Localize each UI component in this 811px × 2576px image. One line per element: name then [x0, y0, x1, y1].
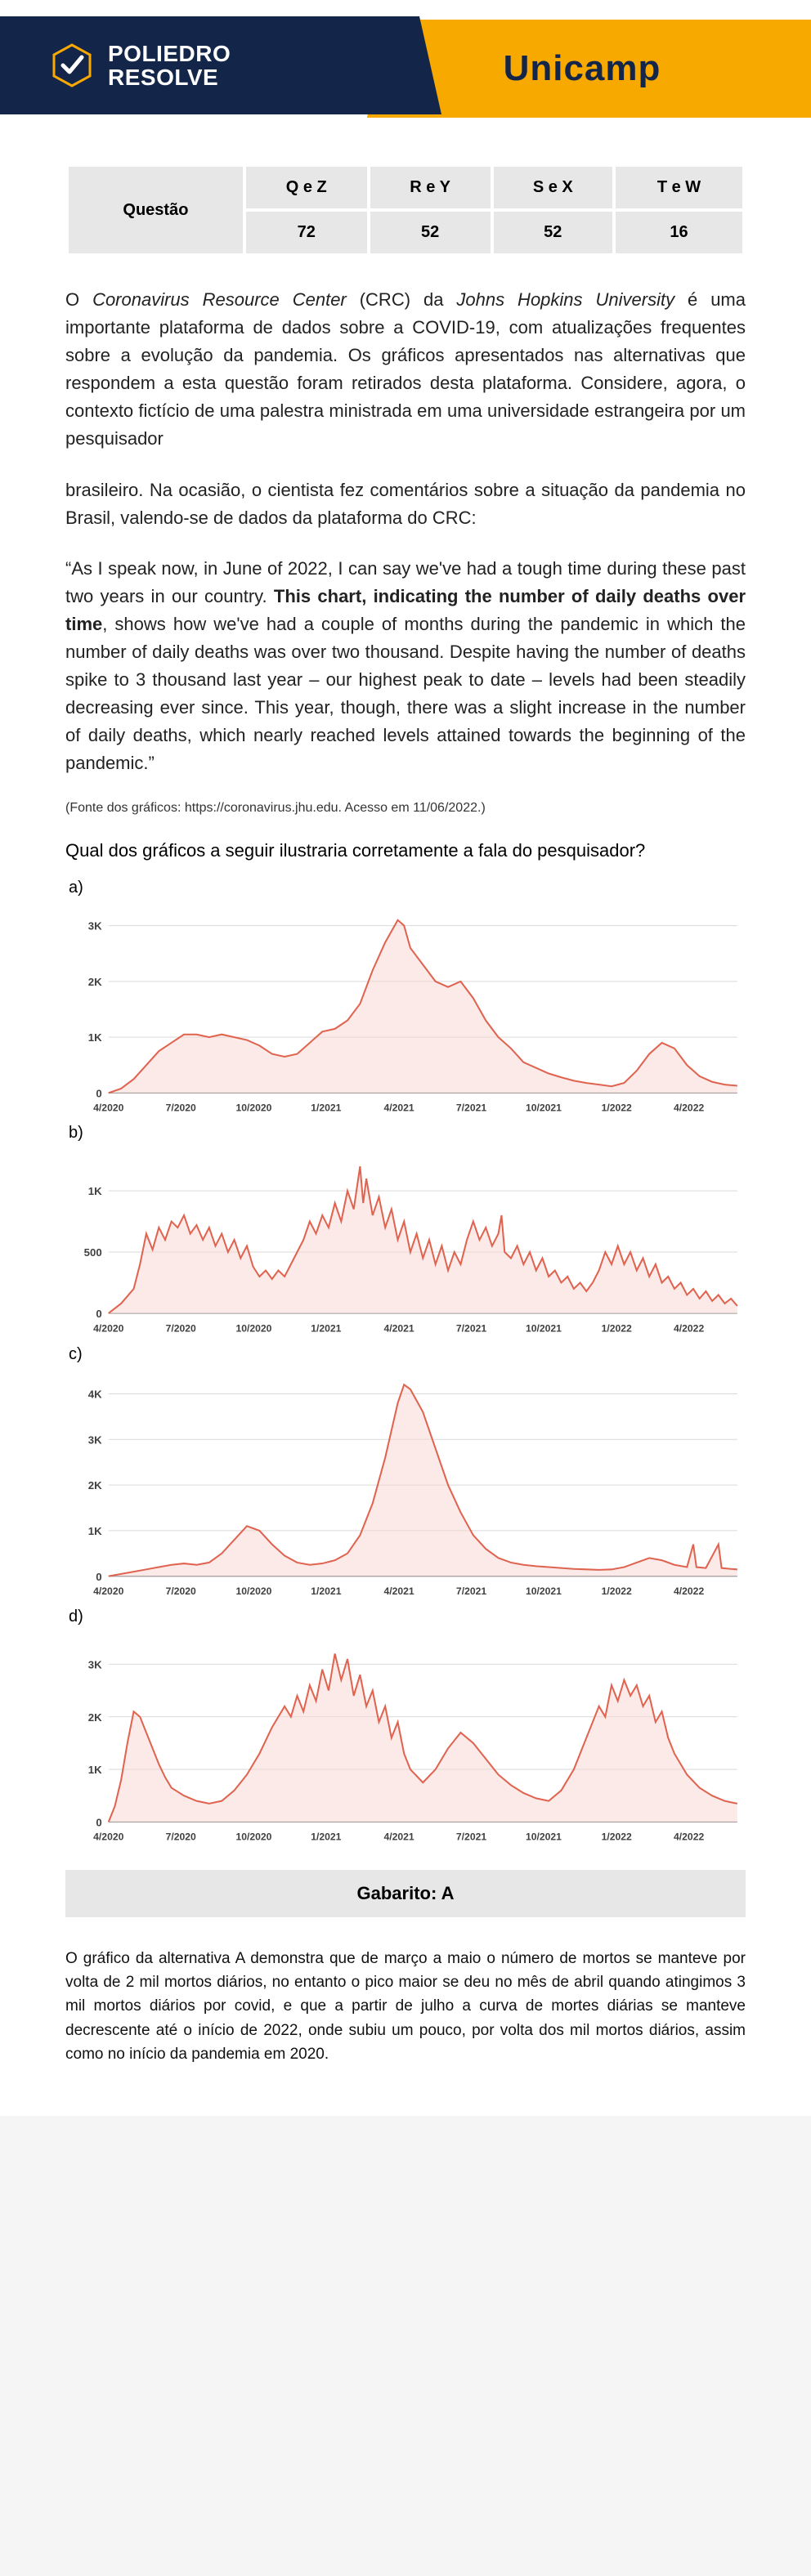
svg-text:1K: 1K — [88, 1764, 102, 1776]
svg-text:4/2020: 4/2020 — [93, 1585, 123, 1597]
svg-text:1K: 1K — [88, 1031, 102, 1044]
svg-text:10/2021: 10/2021 — [526, 1323, 562, 1335]
svg-text:0: 0 — [96, 1087, 101, 1099]
svg-text:1/2022: 1/2022 — [602, 1585, 632, 1597]
svg-text:10/2020: 10/2020 — [235, 1831, 271, 1842]
qtable-col: T e W — [614, 165, 744, 210]
source-line: (Fonte dos gráficos: https://coronavirus… — [65, 801, 746, 816]
svg-text:10/2021: 10/2021 — [526, 1831, 562, 1842]
svg-text:7/2021: 7/2021 — [456, 1831, 486, 1842]
svg-text:2K: 2K — [88, 1479, 102, 1491]
question-number-table: Questão Q e Z R e Y S e X T e W 72 52 52… — [65, 163, 746, 257]
svg-text:4/2020: 4/2020 — [93, 1102, 123, 1113]
qtable-col: S e X — [492, 165, 614, 210]
svg-text:4/2021: 4/2021 — [383, 1323, 414, 1335]
brand-text: POLIEDRO RESOLVE — [108, 42, 231, 90]
svg-text:4/2022: 4/2022 — [674, 1585, 704, 1597]
svg-text:7/2021: 7/2021 — [456, 1585, 486, 1597]
svg-text:3K: 3K — [88, 1433, 102, 1446]
svg-text:3K: 3K — [88, 1658, 102, 1670]
chart-d: 0 1K 2K 3K 4/2020 7/2020 10/2020 1/2021 4/2021 7/… — [65, 1630, 746, 1845]
svg-text:7/2020: 7/2020 — [166, 1102, 196, 1113]
question-text: Qual dos gráficos a seguir ilustraria co… — [65, 837, 746, 864]
svg-text:4/2022: 4/2022 — [674, 1102, 704, 1113]
chart-b: 0 500 1K 4/2020 7/2020 10/2020 1/2021 4/2021 7/2… — [65, 1146, 746, 1336]
svg-text:10/2021: 10/2021 — [526, 1102, 562, 1113]
option-label-d: d) — [69, 1608, 746, 1626]
qtable-val: 16 — [614, 210, 744, 255]
svg-text:1/2022: 1/2022 — [602, 1102, 632, 1113]
check-hex-icon — [49, 42, 95, 88]
brand-line2: RESOLVE — [108, 65, 231, 89]
chart-a: 0 1K 2K 3K 4/2020 7/2020 10/2020 1/2021 4/2021 7/… — [65, 901, 746, 1116]
svg-text:1/2022: 1/2022 — [602, 1831, 632, 1842]
university-name: Unicamp — [504, 48, 661, 89]
option-label-a: a) — [69, 879, 746, 897]
svg-text:0: 0 — [96, 1816, 101, 1828]
qtable-col: Q e Z — [244, 165, 369, 210]
header: POLIEDRO RESOLVE Unicamp — [0, 0, 811, 131]
option-label-c: c) — [69, 1345, 746, 1364]
qtable-val: 52 — [492, 210, 614, 255]
svg-text:4/2020: 4/2020 — [93, 1831, 123, 1842]
svg-text:1/2022: 1/2022 — [602, 1323, 632, 1335]
svg-text:7/2021: 7/2021 — [456, 1323, 486, 1335]
qtable-rowhead: Questão — [67, 165, 244, 255]
svg-text:1K: 1K — [88, 1525, 102, 1537]
svg-text:7/2021: 7/2021 — [456, 1102, 486, 1113]
quote: “As I speak now, in June of 2022, I can … — [65, 555, 746, 778]
qtable-col: R e Y — [369, 165, 492, 210]
option-label-b: b) — [69, 1124, 746, 1143]
svg-text:3K: 3K — [88, 919, 102, 932]
explanation: O gráfico da alternativa A demonstra que… — [65, 1947, 746, 2067]
svg-text:10/2021: 10/2021 — [526, 1585, 562, 1597]
brand-block: POLIEDRO RESOLVE — [0, 16, 441, 114]
paragraph-1: O Coronavirus Resource Center (CRC) da J… — [65, 286, 746, 454]
chart-c: 0 1K 2K 3K 4K 4/2020 7/2020 10/2020 1/2021 4/2021… — [65, 1367, 746, 1599]
svg-text:2K: 2K — [88, 1711, 102, 1724]
answer-bar: Gabarito: A — [65, 1870, 746, 1917]
svg-text:4/2021: 4/2021 — [383, 1585, 414, 1597]
brand-line1: POLIEDRO — [108, 42, 231, 65]
svg-text:10/2020: 10/2020 — [235, 1585, 271, 1597]
qtable-val: 72 — [244, 210, 369, 255]
svg-text:2K: 2K — [88, 975, 102, 987]
svg-text:1/2021: 1/2021 — [311, 1323, 341, 1335]
svg-text:4/2020: 4/2020 — [93, 1323, 123, 1335]
svg-text:4/2021: 4/2021 — [383, 1831, 414, 1842]
svg-text:0: 0 — [96, 1308, 101, 1320]
svg-text:7/2020: 7/2020 — [166, 1831, 196, 1842]
svg-text:1K: 1K — [88, 1185, 102, 1197]
svg-text:500: 500 — [84, 1246, 102, 1259]
svg-text:4K: 4K — [88, 1388, 102, 1400]
svg-text:4/2022: 4/2022 — [674, 1323, 704, 1335]
svg-text:0: 0 — [96, 1570, 101, 1582]
paragraph-2: brasileiro. Na ocasião, o cientista fez … — [65, 476, 746, 532]
svg-text:1/2021: 1/2021 — [311, 1831, 341, 1842]
svg-text:7/2020: 7/2020 — [166, 1323, 196, 1335]
svg-text:1/2021: 1/2021 — [311, 1102, 341, 1113]
svg-text:10/2020: 10/2020 — [235, 1102, 271, 1113]
svg-text:10/2020: 10/2020 — [235, 1323, 271, 1335]
qtable-val: 52 — [369, 210, 492, 255]
svg-text:7/2020: 7/2020 — [166, 1585, 196, 1597]
svg-text:4/2021: 4/2021 — [383, 1102, 414, 1113]
svg-text:4/2022: 4/2022 — [674, 1831, 704, 1842]
svg-text:1/2021: 1/2021 — [311, 1585, 341, 1597]
